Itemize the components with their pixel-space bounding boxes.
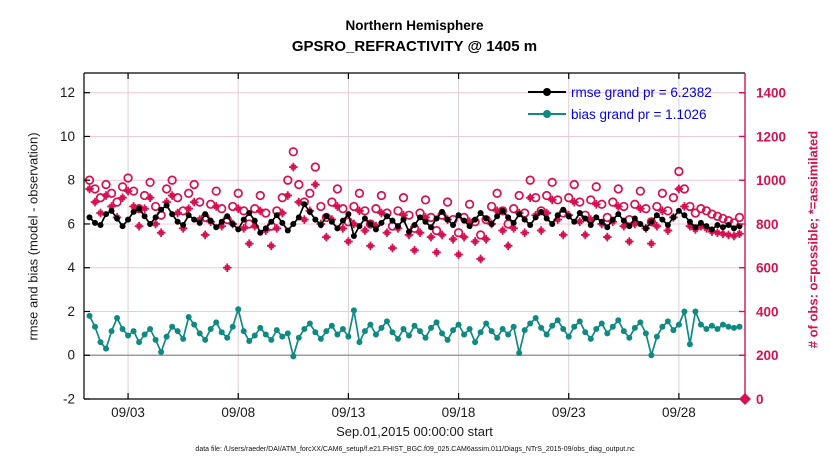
x-tick-label: 09/28: [662, 405, 696, 420]
chart-title-line1: Northern Hemisphere: [345, 18, 484, 33]
y-left-tick-label: 10: [60, 129, 75, 144]
y-right-tick-label: 400: [756, 304, 779, 319]
assimilated_obs-markers: [85, 162, 744, 273]
x-axis-label: Sep.01,2015 00:00:00 start: [336, 424, 493, 439]
y-right-tick-label: 800: [756, 217, 779, 232]
y-right-tick-label: 1400: [756, 86, 786, 101]
bias-series: [86, 306, 743, 360]
x-tick-label: 09/18: [442, 405, 476, 420]
x-tick-label: 09/08: [221, 405, 255, 420]
y-left-tick-label: -2: [63, 392, 75, 407]
right-axis-origin-diamond: [739, 393, 751, 405]
legend-rmse-label: rmse grand pr = 6.2382: [571, 84, 712, 100]
axis-marker: [739, 393, 751, 405]
y-right-tick-label: 600: [756, 261, 779, 276]
legend-row-bias: bias grand pr = 1.1026: [528, 103, 712, 125]
x-tick-label: 09/13: [332, 405, 366, 420]
h-gridlines: [84, 92, 745, 312]
y-left-tick-label: 4: [67, 260, 75, 275]
x-tick-label: 09/23: [552, 405, 586, 420]
x-tick-label: 09/03: [111, 405, 145, 420]
legend-row-rmse: rmse grand pr = 6.2382: [528, 81, 712, 103]
rmse-line-marker-swatch: [528, 85, 566, 99]
y-right-tick-label: 1200: [756, 129, 786, 144]
axes-frame: [83, 72, 746, 400]
legend-bias-label: bias grand pr = 1.1026: [571, 106, 707, 122]
tick-labels: -2 0 2 4 6 8 10 12 0 200 400 600 800 1000 1200 1400 09/0…: [60, 85, 786, 420]
y-right-tick-label: 0: [756, 392, 764, 407]
y-right-tick-label: 200: [756, 348, 779, 363]
y-left-tick-label: 8: [67, 173, 75, 188]
y-left-tick-label: 12: [60, 85, 75, 100]
y-right-tick-label: 1000: [756, 173, 786, 188]
legend: rmse grand pr = 6.2382 bias grand pr = 1…: [528, 81, 712, 125]
bias-line-marker-swatch: [528, 107, 566, 121]
data-file-caption: data file: /Users/raeder/DAI/ATM_forcXX/…: [195, 446, 635, 453]
y-left-tick-label: 2: [67, 304, 75, 319]
y-left-tick-label: 0: [67, 348, 75, 363]
rmse-series: [86, 201, 743, 239]
chart-title: Northern Hemisphere GPSRO_REFRACTIVITY @…: [84, 16, 745, 57]
chart-title-line2: GPSRO_REFRACTIVITY @ 1405 m: [291, 38, 538, 56]
y-left-tick-label: 6: [67, 216, 75, 231]
